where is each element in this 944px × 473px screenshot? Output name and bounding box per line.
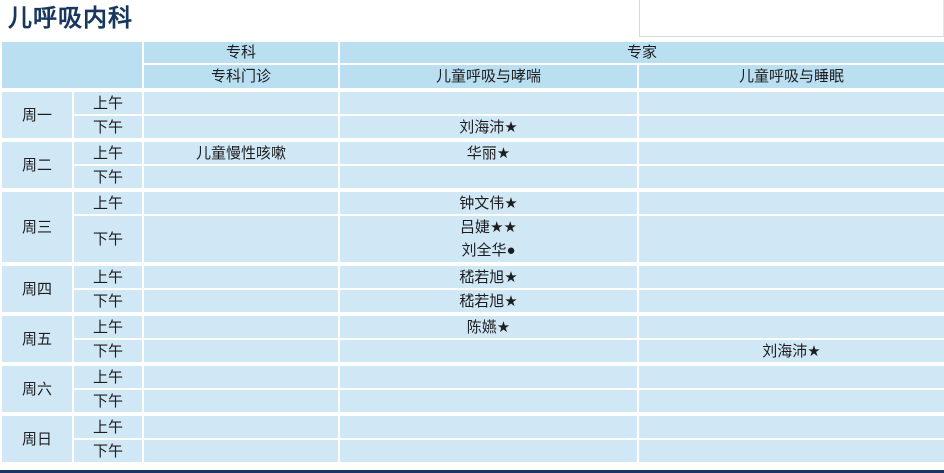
schedule-cell <box>142 114 340 141</box>
time-label: 下午 <box>72 114 144 141</box>
schedule-cell <box>142 388 340 415</box>
time-label: 上午 <box>72 262 144 290</box>
day-label-tue: 周二 <box>0 138 74 191</box>
day-label-sat: 周六 <box>0 362 74 415</box>
schedule-cell <box>338 438 639 464</box>
schedule-cell <box>636 288 944 315</box>
time-label: 上午 <box>72 312 144 340</box>
header-sleep-clinic: 儿童呼吸与睡眠 <box>636 63 944 91</box>
schedule-cell: 儿童慢性咳嗽 <box>142 138 340 166</box>
schedule-cell: 钟文伟★ <box>338 188 639 216</box>
schedule-cell <box>636 388 944 415</box>
day-label-thu: 周四 <box>0 262 74 315</box>
schedule-cell <box>636 412 944 440</box>
schedule-cell <box>636 88 944 116</box>
schedule-cell <box>338 412 639 440</box>
day-label-wed: 周三 <box>0 188 74 265</box>
schedule-cell: 刘海沛★ <box>338 114 639 141</box>
time-label: 上午 <box>72 138 144 166</box>
header-blank-cell <box>0 40 144 91</box>
schedule-cell <box>636 214 944 265</box>
schedule-cell <box>338 164 639 191</box>
schedule-cell <box>338 338 639 365</box>
schedule-cell <box>142 288 340 315</box>
schedule-cell <box>636 438 944 464</box>
schedule-cell: 陈嬿★ <box>338 312 639 340</box>
schedule-cell <box>142 338 340 365</box>
schedule-cell: 嵇若旭★ <box>338 262 639 290</box>
spreadsheet-empty-cell <box>639 0 944 37</box>
time-label: 上午 <box>72 412 144 440</box>
time-label: 上午 <box>72 362 144 390</box>
schedule-cell <box>636 114 944 141</box>
schedule-cell <box>338 388 639 415</box>
schedule-cell <box>142 262 340 290</box>
schedule-table: 专科 专家 专科门诊 儿童呼吸与哮喘 儿童呼吸与睡眠 周一 上午 下午 刘海沛★ <box>0 40 944 464</box>
time-label: 上午 <box>72 88 144 116</box>
table-row: 周二 上午 儿童慢性咳嗽 华丽★ <box>0 138 944 191</box>
schedule-cell <box>142 164 340 191</box>
header-row-columns: 专科门诊 儿童呼吸与哮喘 儿童呼吸与睡眠 <box>1 63 944 91</box>
schedule-cell <box>636 312 944 340</box>
header-specialty-clinic: 专科门诊 <box>142 63 340 91</box>
table-row: 下午 刘海沛★ <box>1 114 944 141</box>
table-row: 周日 上午 <box>0 412 944 464</box>
schedule-cell <box>636 138 944 166</box>
schedule-cell: 吕婕★★ 刘全华● <box>338 214 639 265</box>
table-row: 下午 嵇若旭★ <box>1 288 944 315</box>
schedule-cell: 刘海沛★ <box>636 338 944 365</box>
header-expert-group: 专家 <box>337 40 944 65</box>
doctor-name: 刘全华● <box>461 242 516 259</box>
day-label-mon: 周一 <box>0 88 74 141</box>
table-bottom-border <box>0 470 944 473</box>
table-row: 下午 <box>1 164 944 191</box>
day-label-fri: 周五 <box>0 312 74 365</box>
schedule-cell <box>636 164 944 191</box>
table-row: 周六 上午 <box>0 362 944 415</box>
table-row: 周三 上午 钟文伟★ <box>0 188 944 265</box>
table-row: 下午 吕婕★★ 刘全华● <box>1 214 944 265</box>
schedule-cell: 嵇若旭★ <box>338 288 639 315</box>
time-label: 下午 <box>72 388 144 415</box>
schedule-cell: 华丽★ <box>338 138 639 166</box>
schedule-cell <box>142 214 340 265</box>
time-label: 下午 <box>72 438 144 464</box>
schedule-cell <box>636 188 944 216</box>
time-label: 上午 <box>72 188 144 216</box>
time-label: 下午 <box>72 214 144 265</box>
doctor-name: 吕婕★★ <box>460 219 517 236</box>
title-bar: 儿呼吸内科 <box>0 0 944 40</box>
time-label: 下午 <box>72 164 144 191</box>
schedule-cell <box>142 362 340 390</box>
table-row: 下午 刘海沛★ <box>1 338 944 365</box>
schedule-cell <box>142 438 340 464</box>
schedule-cell <box>142 312 340 340</box>
time-label: 下午 <box>72 288 144 315</box>
schedule-cell <box>338 362 639 390</box>
schedule-cell <box>142 88 340 116</box>
table-row: 下午 <box>1 388 944 415</box>
schedule-cell <box>636 362 944 390</box>
table-row: 周一 上午 <box>0 88 944 141</box>
page-title: 儿呼吸内科 <box>8 5 133 32</box>
schedule-cell <box>142 188 340 216</box>
time-label: 下午 <box>72 338 144 365</box>
header-specialty-group: 专科 <box>142 40 340 65</box>
schedule-cell <box>636 262 944 290</box>
day-label-sun: 周日 <box>0 412 74 464</box>
header-row-groups: 专科 专家 <box>0 40 944 91</box>
table-row: 周四 上午 嵇若旭★ <box>0 262 944 315</box>
table-row: 周五 上午 陈嬿★ <box>0 312 944 365</box>
table-row: 下午 <box>1 438 944 464</box>
schedule-cell <box>338 88 639 116</box>
header-asthma-clinic: 儿童呼吸与哮喘 <box>338 63 639 91</box>
schedule-cell <box>142 412 340 440</box>
